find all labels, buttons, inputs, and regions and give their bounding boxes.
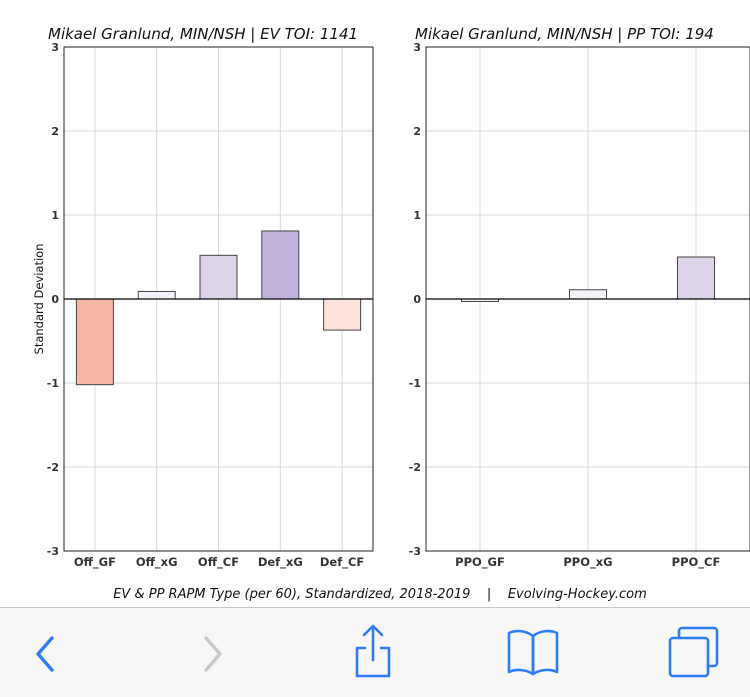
bookmarks-button[interactable]	[503, 622, 563, 682]
chevron-right-icon	[204, 636, 222, 672]
tabs-button[interactable]	[664, 622, 724, 682]
y-tick-label: 3	[51, 41, 59, 54]
bar-off-cf	[199, 254, 238, 300]
y-tick-label: 2	[413, 125, 421, 138]
y-tick-label: -1	[409, 377, 421, 390]
x-tick-label: Off_xG	[136, 555, 178, 570]
x-tick-label: Def_CF	[320, 555, 364, 570]
bar-ppo-xg	[569, 289, 607, 300]
x-tick-label: Def_xG	[258, 555, 303, 570]
y-tick-label: 3	[413, 41, 421, 54]
y-tick-label: -3	[47, 545, 59, 558]
chart-panel-1: -3 -2 -1 0 1 2 3 Off_GF Off_xG Off_CF Def_xG Def_CF…	[32, 25, 374, 570]
y-tick-label: 1	[413, 209, 421, 222]
chart-panel-2: -3 -2 -1 0 1 2 3 PPO_GF PPO_xG PPO_CF Mikael Granl…	[409, 25, 750, 570]
bar-def-xg	[261, 230, 300, 300]
bar-off-xg	[137, 290, 176, 300]
y-axis-label: Standard Deviation	[32, 244, 46, 355]
y-tick-label: -1	[47, 377, 59, 390]
y-tick-label: 2	[51, 125, 59, 138]
y-tick-label: 0	[51, 293, 59, 306]
y-tick-label: -2	[47, 461, 59, 474]
bar-def-cf	[323, 298, 362, 331]
browser-toolbar	[0, 607, 750, 697]
chart-footer: EV & PP RAPM Type (per 60), Standardized…	[113, 587, 647, 602]
chart-title: Mikael Granlund, MIN/NSH | EV TOI: 1141	[48, 25, 358, 43]
book-icon	[507, 629, 559, 676]
x-tick-label: PPO_CF	[672, 555, 721, 570]
rapm-chart: EV & PP RAPM Type (per 60), Standardized…	[32, 25, 750, 602]
chevron-left-icon	[36, 636, 54, 672]
x-tick-label: Off_CF	[198, 555, 239, 570]
y-tick-label: 1	[51, 209, 59, 222]
chart-title: Mikael Granlund, MIN/NSH | PP TOI: 194	[415, 25, 714, 43]
plot-frame	[63, 46, 374, 552]
y-tick-label: 0	[413, 293, 421, 306]
share-icon	[355, 624, 391, 678]
share-button[interactable]	[343, 622, 403, 682]
back-button[interactable]	[14, 622, 74, 682]
plot-frame	[425, 46, 750, 552]
forward-button[interactable]	[182, 622, 242, 682]
bar-off-gf	[75, 298, 114, 386]
x-tick-label: PPO_GF	[455, 555, 505, 570]
y-tick-label: -2	[409, 461, 421, 474]
x-tick-label: PPO_xG	[563, 555, 612, 570]
tabs-icon	[668, 626, 719, 678]
x-tick-label: Off_GF	[74, 555, 116, 570]
bar-ppo-cf	[677, 256, 715, 300]
y-tick-label: -3	[409, 545, 421, 558]
